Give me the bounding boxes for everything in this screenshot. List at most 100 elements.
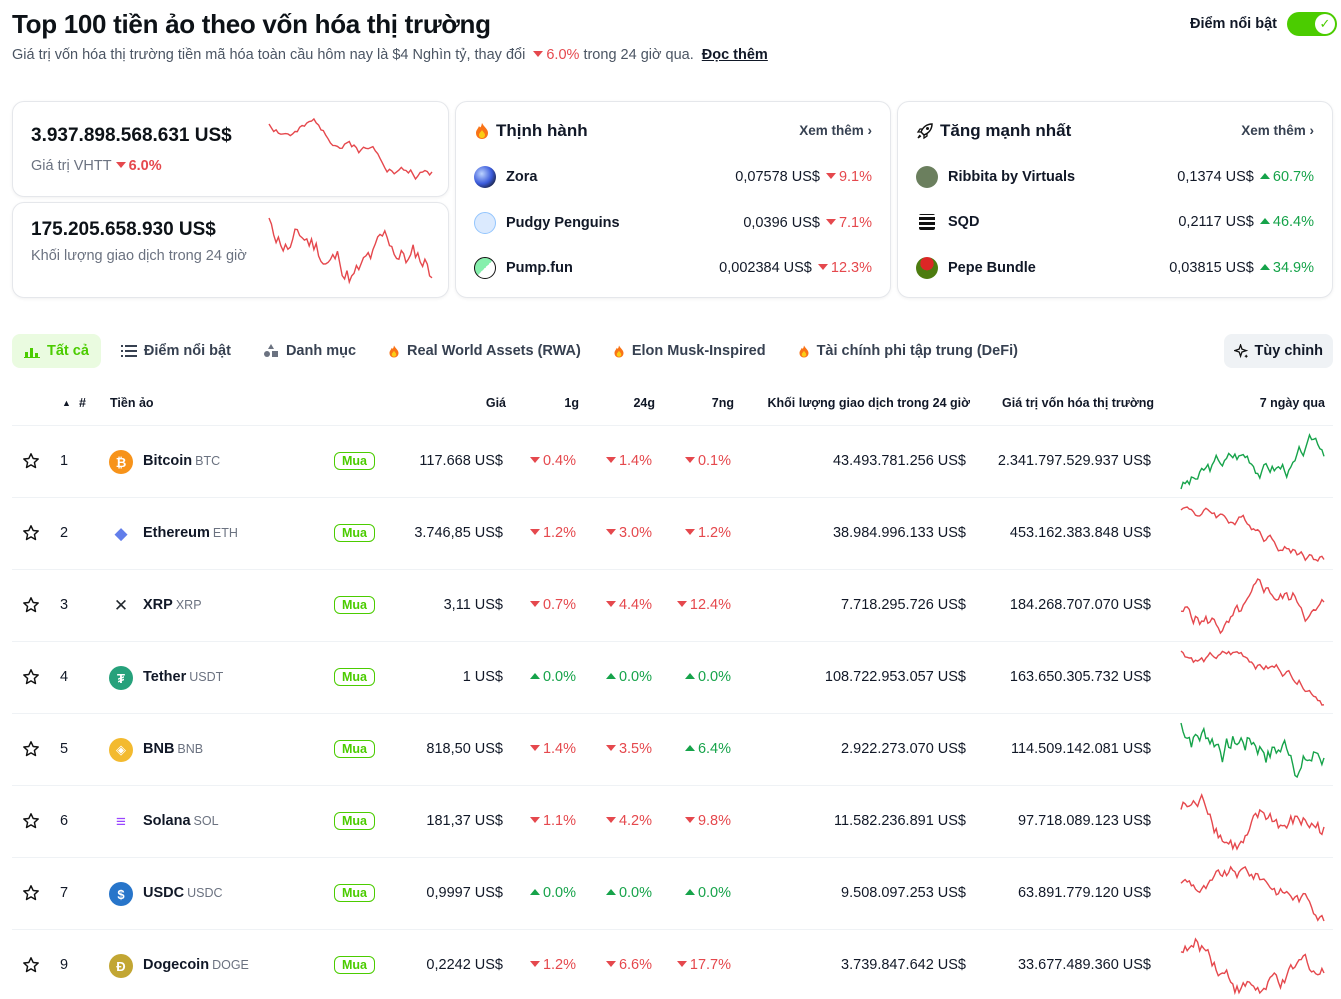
coin-symbol: DOGE bbox=[212, 958, 249, 972]
fire-icon bbox=[476, 123, 488, 139]
market-cap-change: 6.0% bbox=[128, 158, 162, 174]
star-icon[interactable] bbox=[22, 740, 40, 758]
star-icon[interactable] bbox=[22, 452, 40, 470]
trending-see-more[interactable]: Xem thêm › bbox=[799, 123, 872, 138]
market-cap-value: 3.937.898.568.631 US$ bbox=[31, 125, 232, 146]
header-market-cap[interactable]: Giá trị vốn hóa thị trường bbox=[1002, 396, 1154, 410]
buy-button[interactable]: Mua bbox=[334, 524, 375, 542]
triangle-down-icon bbox=[676, 961, 687, 967]
gainers-see-more[interactable]: Xem thêm › bbox=[1241, 123, 1314, 138]
table-row[interactable]: 6 ≡ Solana SOL Mua 181,37 US$ 1.1% 4.2% 9… bbox=[12, 786, 1333, 858]
row-change-7d: 9.8% bbox=[681, 813, 731, 829]
tab-elon[interactable]: Elon Musk-Inspired bbox=[601, 334, 778, 368]
coin-logo-icon: ₿ bbox=[109, 450, 133, 474]
buy-button[interactable]: Mua bbox=[334, 740, 375, 758]
fire-icon bbox=[614, 345, 624, 357]
triangle-up-icon bbox=[605, 889, 616, 895]
header-7d[interactable]: 7ng bbox=[711, 396, 734, 410]
read-more-link[interactable]: Đọc thêm bbox=[701, 47, 768, 63]
row-market-cap: 2.341.797.529.937 US$ bbox=[997, 453, 1151, 469]
star-icon[interactable] bbox=[22, 596, 40, 614]
buy-button[interactable]: Mua bbox=[334, 812, 375, 830]
coin-symbol: SOL bbox=[193, 814, 219, 828]
header-coin[interactable]: Tiền ảo bbox=[110, 396, 154, 410]
row-rank: 4 bbox=[60, 669, 69, 685]
sparkline-path bbox=[1180, 650, 1325, 706]
gainer-item[interactable]: Pepe Bundle 0,03815 US$ 34.9% bbox=[916, 256, 1314, 280]
triangle-down-icon bbox=[676, 601, 687, 607]
header-24h[interactable]: 24g bbox=[633, 396, 655, 410]
highlight-toggle[interactable]: ✓ bbox=[1287, 12, 1337, 36]
star-icon[interactable] bbox=[22, 956, 40, 974]
zora-logo-icon bbox=[474, 166, 496, 188]
buy-button[interactable]: Mua bbox=[334, 452, 375, 470]
header-price[interactable]: Giá bbox=[485, 396, 506, 410]
star-icon[interactable] bbox=[22, 524, 40, 542]
trending-item[interactable]: Zora 0,07578 US$ 9.1% bbox=[474, 165, 872, 189]
row-change-24h: 3.5% bbox=[602, 741, 652, 757]
buy-button[interactable]: Mua bbox=[334, 956, 375, 974]
row-change-7d: 0.0% bbox=[681, 669, 731, 685]
tab-all[interactable]: Tất cả bbox=[12, 334, 101, 368]
table-row[interactable]: 5 ◈ BNB BNB Mua 818,50 US$ 1.4% 3.5% 6.4%… bbox=[12, 714, 1333, 786]
trending-item[interactable]: Pump.fun 0,002384 US$ 12.3% bbox=[474, 256, 872, 280]
row-price: 0,9997 US$ bbox=[426, 885, 503, 901]
trending-item[interactable]: Pudgy Penguins 0,0396 US$ 7.1% bbox=[474, 211, 872, 235]
star-icon[interactable] bbox=[22, 812, 40, 830]
buy-button[interactable]: Mua bbox=[334, 884, 375, 902]
coin-name-link[interactable]: Bitcoin BTC bbox=[143, 453, 221, 469]
coin-logo-icon: ◆ bbox=[114, 524, 128, 543]
coin-name-link[interactable]: Tether USDT bbox=[143, 669, 224, 685]
buy-button[interactable]: Mua bbox=[334, 668, 375, 686]
buy-button[interactable]: Mua bbox=[334, 596, 375, 614]
sort-asc-icon[interactable]: ▲ bbox=[62, 398, 71, 408]
row-sparkline bbox=[1180, 506, 1325, 562]
table-row[interactable]: 4 ₮ Tether USDT Mua 1 US$ 0.0% 0.0% 0.0% … bbox=[12, 642, 1333, 714]
sparkline-path bbox=[1180, 578, 1325, 635]
page-subtitle: Giá trị vốn hóa thị trường tiền mã hóa t… bbox=[12, 47, 768, 63]
triangle-down-icon bbox=[529, 745, 540, 751]
gainer-item-change: 34.9% bbox=[1256, 260, 1314, 276]
trending-item-price: 0,0396 US$ bbox=[743, 215, 820, 231]
tab-label: Elon Musk-Inspired bbox=[631, 343, 766, 359]
table-row[interactable]: 7 $ USDC USDC Mua 0,9997 US$ 0.0% 0.0% 0.… bbox=[12, 858, 1333, 930]
table-row[interactable]: 3 ✕ XRP XRP Mua 3,11 US$ 0.7% 4.4% 12.4% … bbox=[12, 570, 1333, 642]
triangle-down-icon bbox=[605, 745, 616, 751]
row-market-cap: 114.509.142.081 US$ bbox=[1010, 741, 1151, 757]
coin-name-link[interactable]: USDC USDC bbox=[143, 885, 223, 901]
coin-name-link[interactable]: Solana SOL bbox=[143, 813, 219, 829]
triangle-up-icon bbox=[1259, 264, 1270, 270]
trending-item-name: Pump.fun bbox=[506, 260, 573, 276]
row-price: 3.746,85 US$ bbox=[414, 525, 503, 541]
triangle-up-icon bbox=[684, 889, 695, 895]
table-row[interactable]: 9 Ð Dogecoin DOGE Mua 0,2242 US$ 1.2% 6.6… bbox=[12, 930, 1333, 999]
header-1h[interactable]: 1g bbox=[564, 396, 579, 410]
tab-defi[interactable]: Tài chính phi tập trung (DeFi) bbox=[786, 334, 1030, 368]
header-volume[interactable]: Khối lượng giao dịch trong 24 giờ bbox=[767, 396, 970, 410]
gainer-item[interactable]: SQD 0,2117 US$ 46.4% bbox=[916, 210, 1314, 234]
star-icon[interactable] bbox=[22, 884, 40, 902]
sqd-logo-icon bbox=[919, 214, 935, 230]
tab-categories[interactable]: Danh mục bbox=[251, 334, 368, 368]
gainer-item-price: 0,1374 US$ bbox=[1177, 169, 1254, 185]
coin-symbol: BNB bbox=[177, 742, 204, 756]
tab-highlights[interactable]: Điểm nổi bật bbox=[109, 334, 243, 368]
tab-label: Tất cả bbox=[47, 343, 89, 359]
sparkline-path bbox=[1180, 865, 1325, 922]
gainer-item-price: 0,2117 US$ bbox=[1178, 214, 1254, 230]
tab-rwa[interactable]: Real World Assets (RWA) bbox=[376, 334, 593, 368]
table-row[interactable]: 2 ◆ Ethereum ETH Mua 3.746,85 US$ 1.2% 3.… bbox=[12, 498, 1333, 570]
header-rank[interactable]: # bbox=[79, 396, 86, 410]
row-change-1h: 0.4% bbox=[526, 453, 576, 469]
list-icon bbox=[120, 345, 137, 357]
coin-name-link[interactable]: XRP XRP bbox=[143, 597, 202, 613]
customize-button[interactable]: Tùy chỉnh bbox=[1223, 334, 1333, 368]
chevron-right-icon: › bbox=[867, 123, 873, 138]
coin-name-link[interactable]: Dogecoin DOGE bbox=[143, 957, 249, 973]
coin-name-link[interactable]: BNB BNB bbox=[143, 741, 204, 757]
table-row[interactable]: 1 ₿ Bitcoin BTC Mua 117.668 US$ 0.4% 1.4%… bbox=[12, 426, 1333, 498]
triangle-down-icon bbox=[605, 817, 616, 823]
coin-name-link[interactable]: Ethereum ETH bbox=[143, 525, 238, 541]
star-icon[interactable] bbox=[22, 668, 40, 686]
gainer-item[interactable]: Ribbita by Virtuals 0,1374 US$ 60.7% bbox=[916, 165, 1314, 189]
